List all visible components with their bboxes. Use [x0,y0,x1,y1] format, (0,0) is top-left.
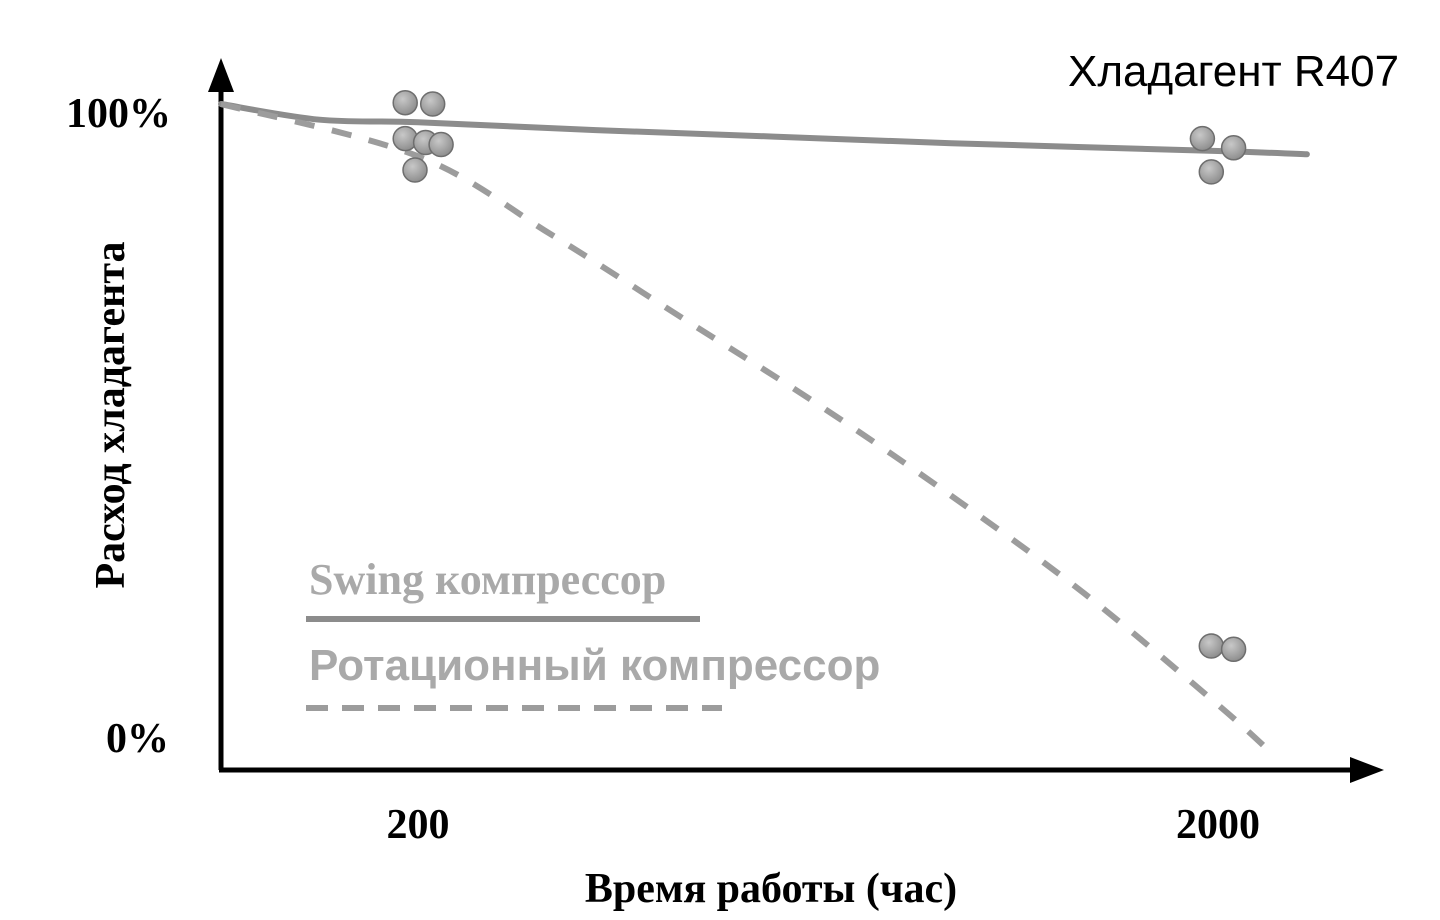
data-point-swing-1 [419,91,446,117]
x-tick-label-2000: 2000 [1176,802,1260,848]
series-line-rotary [220,101,1278,760]
data-point-swing-0 [392,89,418,116]
y-tick-label-0: 0% [106,716,169,762]
axes [208,58,1384,783]
data-point-swing-5 [402,157,428,183]
data-point-rotary-0 [1198,633,1225,659]
y-axis-label: Расход хладагента [88,242,134,589]
data-point-rotary-1 [1220,636,1247,663]
x-axis-label: Время работы (час) [585,866,957,912]
data-point-swing-8 [1198,159,1225,185]
legend-label-rotary: Ротационный компрессор [309,641,880,690]
x-axis-arrow [1350,757,1384,783]
data-point-swing-6 [1189,125,1216,152]
x-tick-label-200: 200 [387,802,450,848]
y-axis-arrow [208,58,234,92]
series-line-swing [218,101,1310,158]
data-point-swing-4 [428,131,454,158]
data-point-swing-7 [1220,135,1247,161]
data-points [392,89,1247,663]
y-tick-label-100: 100% [66,91,171,137]
legend-label-swing: Swing компрессор [309,555,666,604]
legend: Swing компрессор Ротационный компрессор [306,555,880,711]
chart-title: Хладагент R407 [1068,47,1399,96]
